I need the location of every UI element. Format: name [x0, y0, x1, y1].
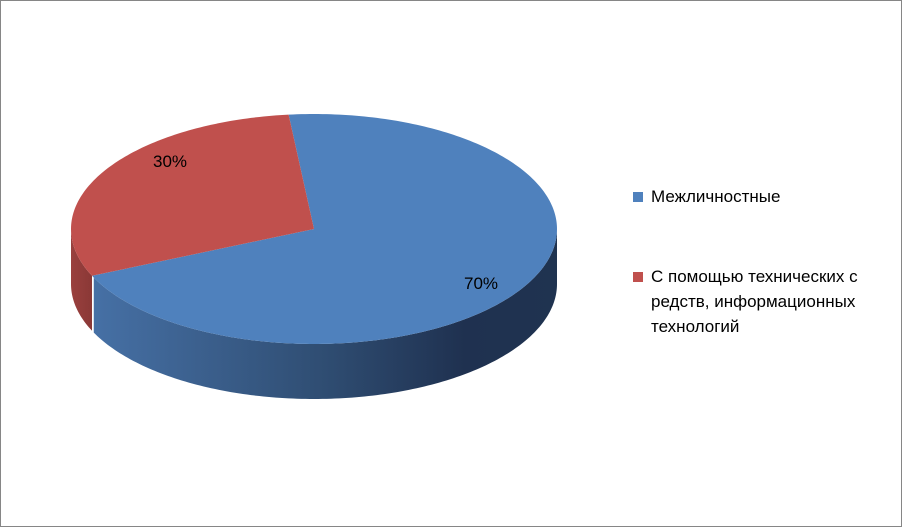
legend-swatch-blue: [633, 192, 643, 202]
data-label-0: 70%: [464, 274, 498, 293]
legend-item-0: Межличностные: [633, 184, 898, 209]
pie-side-0: [93, 229, 557, 399]
legend-label-0: Межличностные: [651, 187, 781, 206]
legend-label-1: С помощью технических с редств, информац…: [651, 267, 858, 336]
pie-slice-1: [71, 114, 314, 276]
data-label-1: 30%: [153, 152, 187, 171]
pie-slice-0: [92, 114, 557, 344]
legend: Межличностные С помощью технических с ре…: [633, 184, 898, 339]
pie-side-1: [71, 229, 93, 331]
legend-item-1: С помощью технических с редств, информац…: [633, 264, 898, 339]
legend-swatch-red: [633, 272, 643, 282]
